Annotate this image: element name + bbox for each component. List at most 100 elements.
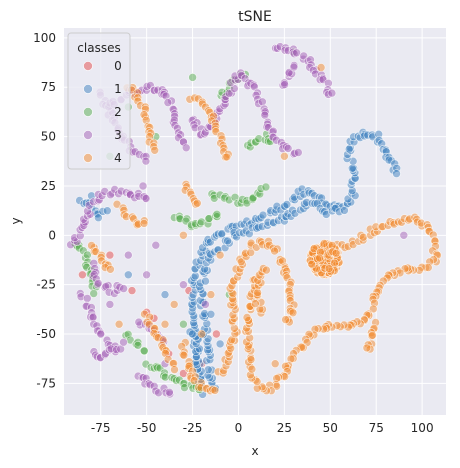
class-1-point — [124, 270, 133, 280]
class-4-point — [270, 246, 279, 256]
class-4-point — [280, 152, 289, 161]
y-tick-labels: -75 -50 -25 0 25 50 75 100 — [33, 31, 56, 391]
class-1-point — [201, 276, 210, 286]
legend-label-0: 0 — [114, 59, 122, 73]
class-3-point — [181, 143, 191, 153]
class-1-point — [340, 206, 349, 215]
class-1-point — [392, 169, 401, 178]
class-3-point — [124, 250, 133, 260]
class-4-point — [242, 313, 252, 322]
class-1-point — [282, 200, 292, 209]
class-4-point — [237, 257, 246, 267]
class-1-point — [206, 309, 216, 319]
y-tick-label: -25 — [36, 278, 56, 292]
class-3-point — [141, 156, 151, 166]
class-4-point — [316, 63, 326, 72]
class-1-point — [103, 206, 112, 215]
class-4-point — [106, 264, 115, 274]
legend: classes 0 1 2 3 4 — [67, 32, 131, 170]
class-4-point — [281, 315, 290, 324]
class-0-point — [105, 250, 115, 260]
class-4-point — [170, 365, 179, 374]
x-tick-label: 0 — [235, 421, 243, 435]
legend-label-1: 1 — [114, 82, 122, 96]
class-1-point — [344, 144, 354, 154]
legend-label-2: 2 — [114, 105, 122, 119]
class-4-point — [169, 300, 179, 309]
y-tick-label: 75 — [41, 80, 56, 94]
class-1-point — [94, 213, 103, 222]
class-3-point — [201, 300, 210, 309]
class-3-point — [399, 231, 409, 240]
class-4-point — [307, 259, 317, 269]
class-1-point — [347, 164, 357, 173]
x-tick-label: 50 — [323, 421, 338, 435]
class-1-point — [258, 210, 268, 220]
chart-title: tSNE — [238, 9, 272, 25]
class-3-point — [83, 294, 92, 303]
class-2-point — [139, 346, 149, 356]
class-4-point — [206, 290, 216, 299]
class-3-point — [138, 181, 148, 191]
class-4-point — [262, 265, 271, 275]
class-2-point — [188, 73, 197, 82]
class-4-point — [251, 299, 260, 308]
class-4-point — [253, 288, 262, 297]
class-1-point — [217, 229, 227, 238]
x-tick-label: -75 — [91, 421, 111, 435]
class-4-point — [288, 308, 298, 318]
class-0-point — [127, 286, 137, 295]
class-1-point — [188, 329, 197, 339]
class-4-point — [179, 350, 189, 360]
class-4-point — [319, 239, 329, 248]
class-4-point — [215, 250, 225, 260]
class-3-point — [142, 270, 151, 280]
y-tick-label: 25 — [41, 179, 56, 193]
class-2-point — [179, 319, 188, 329]
x-tick-label: -25 — [183, 421, 203, 435]
class-3-point — [258, 97, 267, 107]
class-4-point — [114, 319, 124, 329]
x-tick-labels: -75 -50 -25 0 25 50 75 100 — [91, 421, 434, 435]
class-4-point — [179, 231, 188, 240]
legend-marker-1 — [83, 84, 93, 94]
class-3-point — [119, 337, 128, 347]
y-tick-label: -75 — [36, 376, 56, 390]
class-4-point — [331, 249, 341, 258]
class-2-point — [89, 289, 98, 298]
class-2-point — [212, 210, 222, 219]
y-tick-label: 50 — [41, 130, 56, 144]
legend-marker-2 — [83, 107, 93, 117]
class-3-point — [179, 280, 188, 290]
class-0-point — [212, 329, 221, 339]
class-3-point — [289, 62, 299, 72]
class-3-point — [260, 110, 270, 120]
class-3-point — [141, 194, 151, 203]
class-1-point — [223, 236, 232, 246]
class-4-point — [315, 253, 324, 263]
class-4-point — [246, 355, 256, 364]
class-4-point — [193, 198, 202, 208]
class-2-point — [261, 182, 271, 192]
legend-marker-3 — [83, 130, 93, 140]
class-0-point — [78, 270, 87, 280]
class-3-point — [93, 278, 103, 288]
class-1-point — [204, 365, 213, 375]
class-4-point — [150, 146, 159, 155]
legend-title: classes — [77, 41, 120, 55]
class-2-point — [248, 193, 258, 203]
legend-marker-0 — [83, 61, 93, 71]
class-2-point — [133, 340, 143, 350]
class-4-point — [358, 232, 368, 242]
y-axis-label: y — [9, 217, 23, 224]
legend-label-3: 3 — [114, 128, 122, 142]
x-tick-label: 100 — [411, 421, 434, 435]
class-4-point — [139, 219, 149, 228]
class-3-point — [151, 240, 161, 250]
class-3-point — [284, 68, 294, 77]
class-4-point — [160, 319, 170, 329]
x-tick-label: 75 — [369, 421, 384, 435]
class-3-point — [163, 98, 173, 107]
class-3-point — [105, 300, 115, 309]
